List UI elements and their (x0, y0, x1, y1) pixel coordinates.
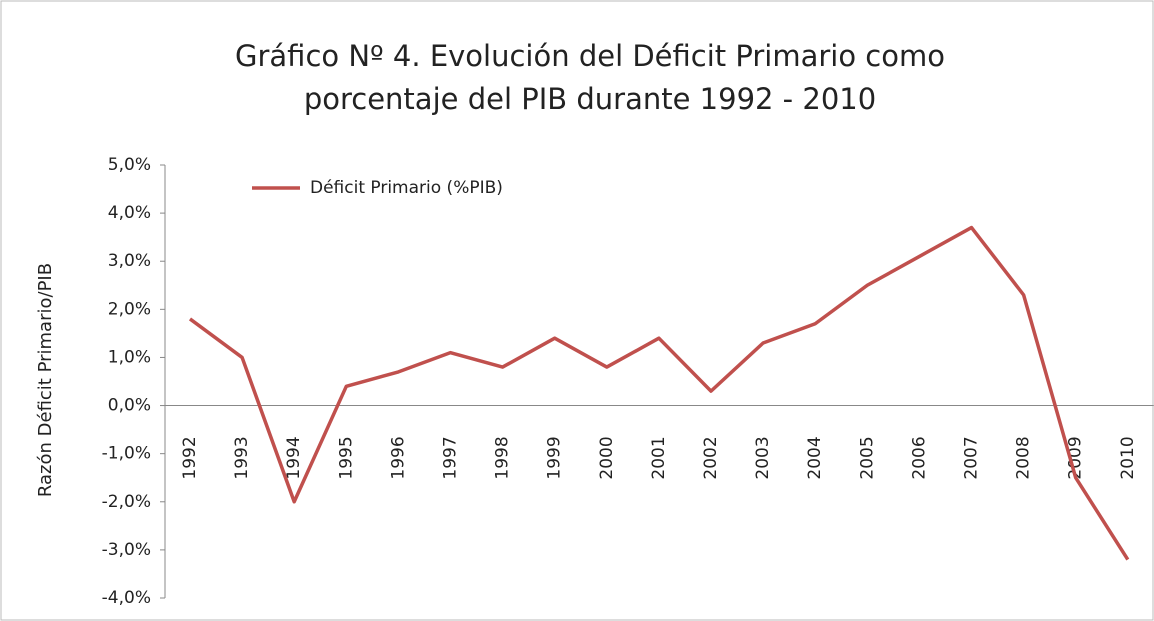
y-axis-label: Razón Déficit Primario/PIB (35, 263, 56, 497)
x-tick-label: 1995 (336, 436, 356, 479)
x-tick-label: 2008 (1014, 436, 1034, 479)
x-tick-label: 2003 (753, 436, 773, 479)
y-tick-label: -3,0% (102, 540, 151, 560)
legend-label: Déficit Primario (%PIB) (310, 178, 503, 198)
chart-title: porcentaje del PIB durante 1992 - 2010 (304, 82, 876, 116)
x-tick-label: 1997 (441, 436, 461, 479)
x-tick-label: 1999 (545, 436, 565, 479)
x-tick-label: 2006 (909, 436, 929, 479)
x-tick-label: 2004 (805, 436, 825, 479)
x-tick-label: 2007 (962, 436, 982, 479)
x-tick-label: 1993 (232, 436, 252, 479)
chart-title: Gráfico Nº 4. Evolución del Déficit Prim… (235, 39, 945, 73)
y-tick-label: 5,0% (108, 155, 151, 175)
y-tick-label: 0,0% (108, 396, 151, 416)
x-tick-label: 2001 (649, 436, 669, 479)
x-tick-label: 2010 (1118, 436, 1138, 479)
x-tick-label: 1994 (284, 436, 304, 479)
x-tick-label: 1992 (180, 436, 200, 479)
x-tick-label: 2005 (857, 436, 877, 479)
x-tick-label: 1998 (493, 436, 513, 479)
y-tick-label: -1,0% (102, 444, 151, 464)
y-tick-label: 4,0% (108, 203, 151, 223)
x-tick-label: 2009 (1066, 436, 1086, 479)
x-tick-label: 2002 (701, 436, 721, 479)
y-tick-label: 1,0% (108, 347, 151, 367)
y-tick-label: 2,0% (108, 299, 151, 319)
y-tick-label: -4,0% (102, 588, 151, 608)
x-tick-label: 2000 (597, 436, 617, 479)
y-tick-label: -2,0% (102, 492, 151, 512)
x-tick-label: 1996 (388, 436, 408, 479)
data-line (188, 225, 1130, 561)
y-tick-label: 3,0% (108, 251, 151, 271)
